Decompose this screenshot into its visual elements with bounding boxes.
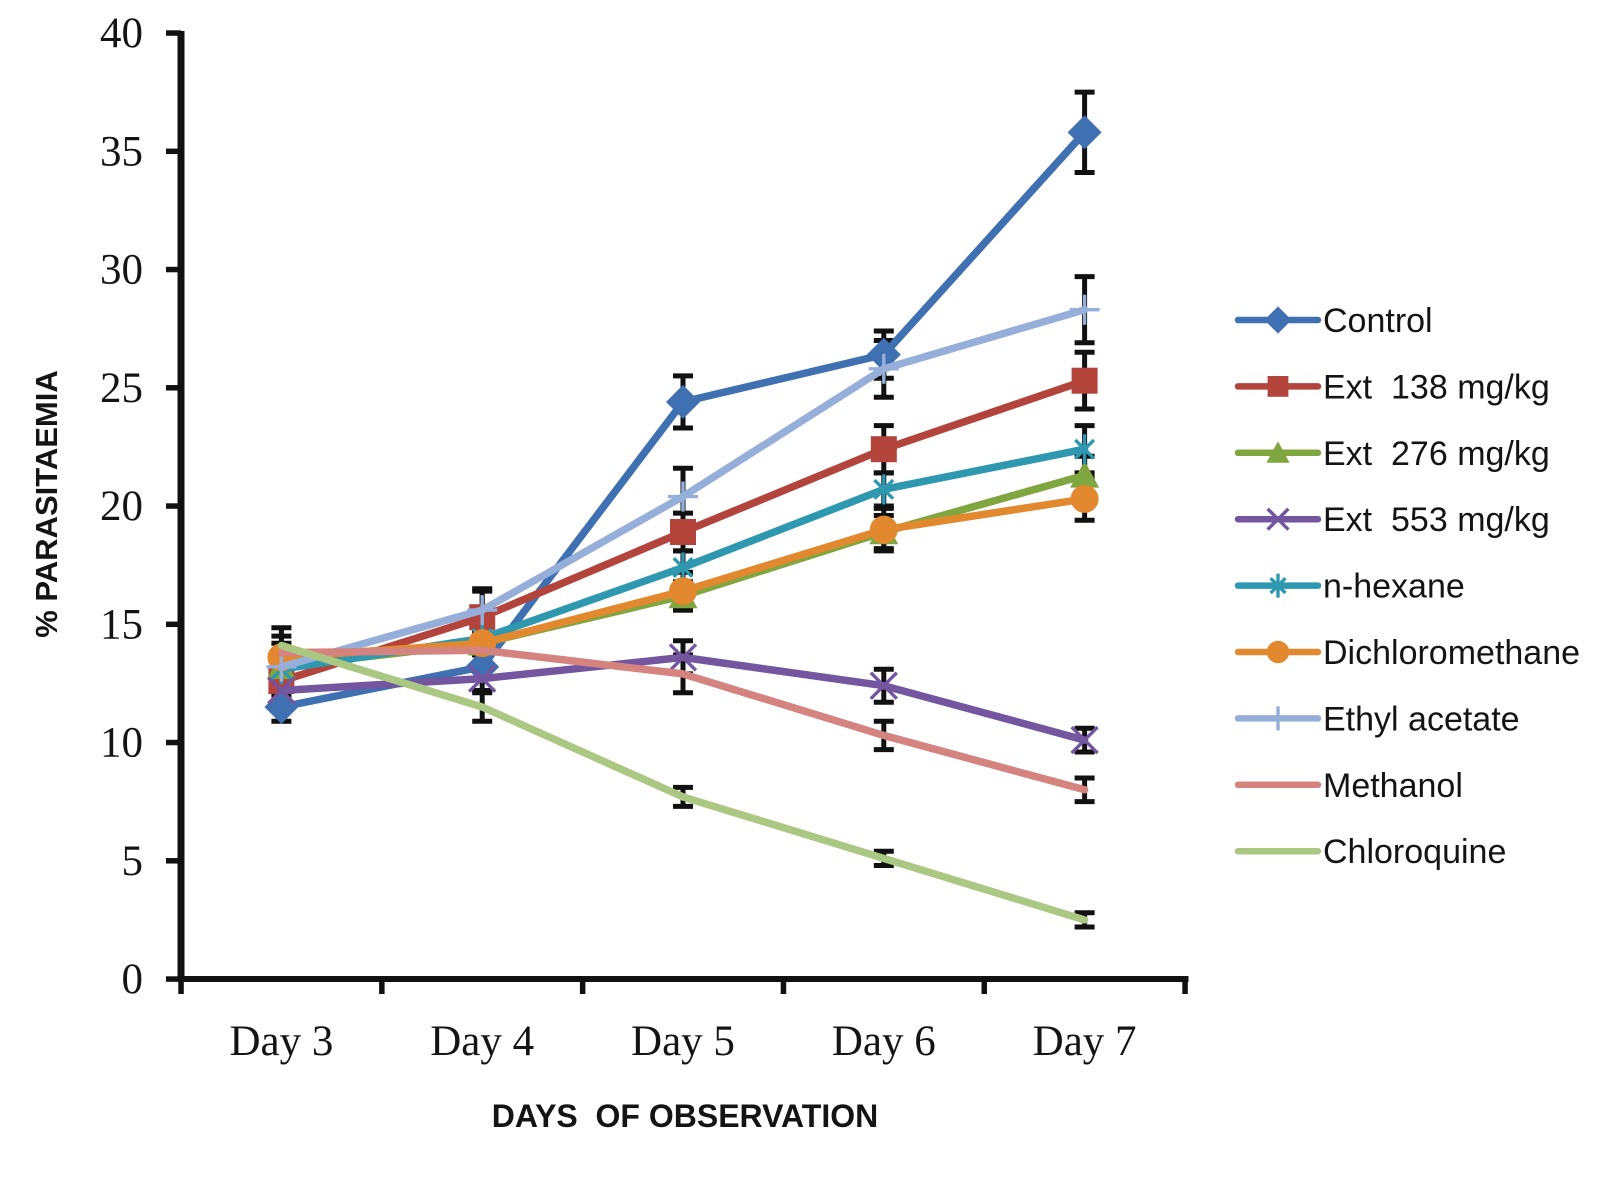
svg-text:Day 3: Day 3 <box>229 1018 333 1065</box>
svg-text:Methanol: Methanol <box>1323 767 1463 805</box>
svg-text:DAYS OF OBSERVATION: DAYS OF OBSERVATION <box>492 1098 878 1134</box>
svg-text:0: 0 <box>122 956 144 1003</box>
svg-text:Ext 276 mg/kg: Ext 276 mg/kg <box>1323 435 1550 473</box>
svg-text:40: 40 <box>100 10 143 57</box>
svg-text:Chloroquine: Chloroquine <box>1323 833 1506 871</box>
svg-text:35: 35 <box>100 128 143 175</box>
svg-text:n-hexane: n-hexane <box>1323 568 1465 606</box>
svg-text:Day 6: Day 6 <box>832 1018 936 1065</box>
svg-text:% PARASITAEMIA: % PARASITAEMIA <box>29 370 64 638</box>
svg-text:5: 5 <box>122 838 144 885</box>
svg-text:Day 4: Day 4 <box>430 1018 534 1065</box>
svg-text:Control: Control <box>1323 302 1433 340</box>
svg-text:25: 25 <box>100 365 143 412</box>
svg-text:10: 10 <box>100 720 143 767</box>
svg-text:15: 15 <box>100 601 143 648</box>
svg-text:20: 20 <box>100 483 143 530</box>
svg-text:Dichloromethane: Dichloromethane <box>1323 634 1580 672</box>
svg-text:Ethyl acetate: Ethyl acetate <box>1323 700 1520 738</box>
svg-text:Ext 553 mg/kg: Ext 553 mg/kg <box>1323 501 1550 539</box>
svg-text:Ext 138 mg/kg: Ext 138 mg/kg <box>1323 368 1550 406</box>
svg-text:30: 30 <box>100 247 143 294</box>
svg-text:Day 7: Day 7 <box>1033 1018 1137 1065</box>
svg-text:Day 5: Day 5 <box>631 1018 735 1065</box>
